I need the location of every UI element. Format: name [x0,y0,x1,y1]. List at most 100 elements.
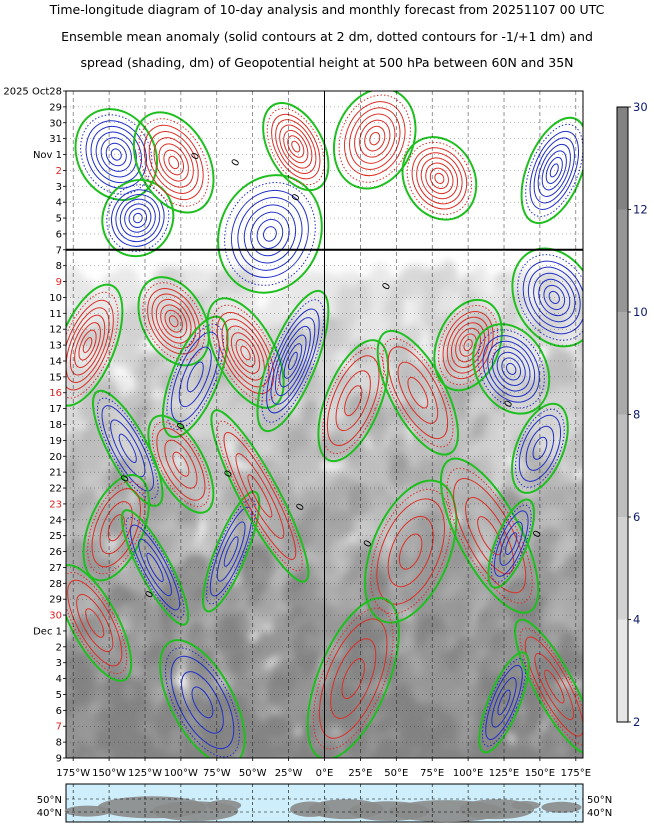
x-tick-label: 75°W [203,768,231,779]
solid-contour [501,357,522,381]
contour-value-label: 0 [223,469,236,480]
solid-contour [163,149,185,176]
solid-contour [543,284,566,311]
solid-contour [529,130,580,210]
spread-patch [132,747,149,758]
solid-contour [128,208,148,228]
y-tick-label: 21 [49,468,62,479]
solid-contour [493,510,529,577]
solid-contour [544,669,565,704]
dotted-contour [338,94,411,183]
solid-contour [369,131,381,146]
zero-contour [74,108,159,201]
zero-contour [511,402,569,494]
solid-contour [111,189,165,247]
land-mass [206,799,242,811]
spread-patch [90,321,115,353]
spread-patch [153,266,192,303]
solid-contour [541,150,567,191]
solid-contour [129,524,181,611]
colorbar-tick-label: 2 [633,715,640,729]
spread-patch [456,647,480,693]
y-tick-label: 12 [49,325,62,336]
x-tick-label: 125°E [489,768,519,779]
solid-contour [330,638,377,719]
dotted-contour [66,291,119,399]
spread-patch [470,263,490,303]
solid-contour [527,266,581,329]
y-tick-label: 10 [49,293,62,304]
solid-contour [231,189,309,278]
solid-contour [66,299,114,391]
solid-contour [425,162,454,195]
zero-contour [210,409,310,583]
zero-contour [364,479,458,624]
contour-value-label: 0 [503,399,516,410]
solid-contour [146,552,164,583]
solid-contour [416,152,463,205]
solid-contour [534,653,575,721]
positive-anomaly-center [137,276,210,367]
contour-value-label: 0 [531,529,544,540]
spread-patch [208,550,236,590]
dotted-contour [322,347,385,455]
spread-patch [579,338,583,368]
y-tick-label: 7 [56,722,62,733]
solid-contour [524,636,583,737]
solid-contour [344,101,406,177]
spread-patch [349,413,371,439]
solid-contour [99,501,133,555]
y-tick-label: 15 [49,372,62,383]
negative-anomaly-center [120,509,190,626]
solid-contour [243,204,297,264]
dotted-contour [406,141,473,215]
solid-contour [172,451,190,477]
y-tick-label: 8 [56,738,62,749]
zero-contour [159,639,246,758]
y-tick-label: 30 [49,611,62,622]
y-tick-label: 2 [56,166,62,177]
spread-patch [301,362,323,410]
spread-patch [417,361,441,403]
solid-contour [485,664,523,740]
solid-contour [223,536,239,567]
negative-anomaly-center [478,651,530,754]
solid-contour [450,322,486,368]
zero-contour [66,283,124,407]
solid-contour [354,113,396,164]
solid-contour [387,515,434,588]
solid-contour [482,335,540,403]
y-tick-label: Dec 1 [33,626,62,637]
solid-contour [158,143,189,182]
solid-contour [518,414,562,482]
y-tick-label: 25 [49,531,62,542]
solid-contour [132,212,143,224]
zero-contour [376,329,459,456]
dotted-contour [125,516,185,618]
solid-contour [85,120,147,189]
solid-contour [275,119,317,174]
y-tick-label: 4 [56,674,62,685]
spread-patch [519,751,545,758]
dotted-contour [142,282,205,361]
dotted-contour [261,299,325,423]
solid-contour [505,532,518,555]
colorbar-segment [617,107,628,210]
solid-contour [496,351,526,386]
solid-contour [274,325,311,397]
solid-contour [110,148,122,161]
solid-contour [545,156,563,184]
x-tick-label: 175°E [561,768,591,779]
negative-anomaly-center [202,490,261,613]
y-tick-label: 11 [49,309,62,320]
solid-contour [506,362,517,375]
solid-contour [287,135,305,158]
negative-anomaly-center [256,289,330,433]
dotted-contour [525,123,583,217]
zero-contour [92,389,164,507]
map-lat-label-right-50: 50°N [587,795,612,806]
solid-contour [67,579,123,667]
spread-patch [576,433,583,469]
